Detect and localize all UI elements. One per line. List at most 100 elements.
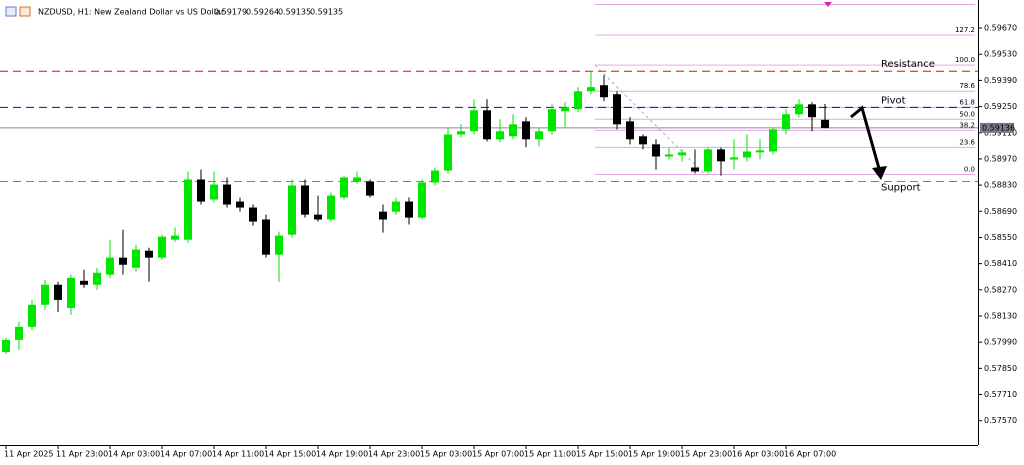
- candle-body: [197, 179, 205, 202]
- candle-body: [431, 170, 439, 183]
- x-tick-label: 14 Apr 11:00: [212, 450, 264, 459]
- icon: [5, 6, 17, 17]
- candle-body: [639, 136, 647, 145]
- x-tick-label: 16 Apr 07:00: [784, 450, 836, 459]
- x-tick-label: 11 Apr 2025: [4, 450, 53, 459]
- candle-body: [106, 257, 114, 275]
- candle-body: [119, 257, 127, 265]
- y-tick-label: 0.59250: [984, 102, 1017, 111]
- candle-body: [548, 109, 556, 132]
- candle-body: [184, 179, 192, 240]
- candle-body: [678, 152, 686, 156]
- candle-body: [717, 149, 725, 162]
- candle-body: [587, 87, 595, 92]
- arrows: [850, 105, 887, 180]
- candle-body: [275, 235, 283, 255]
- candle-body: [301, 185, 309, 215]
- candle-body: [340, 177, 348, 198]
- candle-body: [821, 119, 829, 129]
- candle-body: [483, 110, 491, 140]
- y-tick-label: 0.58830: [984, 181, 1017, 190]
- x-tick-label: 15 Apr 03:00: [420, 450, 472, 459]
- price-tag-label: 0.59136: [982, 123, 1015, 132]
- candle-body: [392, 201, 400, 212]
- level-label: Support: [881, 183, 921, 194]
- chart-title: NZDUSD, H1: New Zealand Dollar vs US Dol…: [38, 8, 225, 17]
- candle-body: [262, 219, 270, 255]
- candle-body: [522, 121, 530, 140]
- candle-body: [756, 150, 764, 153]
- candle-body: [210, 184, 218, 200]
- y-tick-label: 0.57710: [984, 390, 1017, 399]
- candle-body: [15, 326, 23, 340]
- candle-body: [730, 157, 738, 160]
- candle-body: [67, 277, 75, 308]
- candle-body: [418, 182, 426, 218]
- x-tick-label: 15 Apr 19:00: [628, 450, 680, 459]
- candle-body: [600, 85, 608, 98]
- x-tick-label: 14 Apr 19:00: [316, 450, 368, 459]
- header-low: 0.59135: [278, 8, 311, 17]
- arrow: [850, 105, 882, 173]
- candle-body: [145, 250, 153, 258]
- header-close: 0.59135: [310, 8, 343, 17]
- candle-body: [288, 185, 296, 235]
- y-tick-label: 0.57990: [984, 338, 1017, 347]
- candle-body: [93, 272, 101, 285]
- y-tick-label: 0.58690: [984, 207, 1017, 216]
- x-tick-label: 15 Apr 15:00: [576, 450, 628, 459]
- x-tick-label: 14 Apr 15:00: [264, 450, 316, 459]
- candle-body: [561, 107, 569, 112]
- candle-body: [444, 134, 452, 171]
- y-tick-label: 0.59390: [984, 76, 1017, 85]
- plot: 0.596700.595300.593900.592500.591100.589…: [0, 24, 1017, 459]
- x-tick-label: 16 Apr 03:00: [732, 450, 784, 459]
- y-tick-label: 0.58550: [984, 233, 1017, 242]
- header-open: 0.59179: [214, 8, 247, 17]
- y-tick-label: 0.59530: [984, 50, 1017, 59]
- x-tick-label: 14 Apr 03:00: [108, 450, 160, 459]
- header: NZDUSD, H1: New Zealand Dollar vs US Dol…: [5, 6, 343, 17]
- candle-body: [171, 235, 179, 240]
- marker: [824, 2, 832, 7]
- candle-body: [41, 284, 49, 305]
- candle-body: [652, 144, 660, 157]
- candle-body: [509, 124, 517, 137]
- x-tick-label: 11 Apr 23:00: [56, 450, 108, 459]
- arrow-head: [872, 166, 887, 180]
- candle-body: [158, 236, 166, 258]
- level-label: Pivot: [881, 95, 906, 106]
- fib-label: 38.2: [959, 121, 975, 129]
- candle-body: [782, 114, 790, 130]
- candle-body: [704, 149, 712, 172]
- candle-body: [457, 131, 465, 135]
- candle-body: [314, 214, 322, 220]
- candle-body: [626, 121, 634, 140]
- y-tick-label: 0.58970: [984, 154, 1017, 163]
- candle-body: [743, 151, 751, 158]
- fib-label: 127.2: [955, 26, 975, 34]
- candle-body: [496, 131, 504, 140]
- icon: [19, 6, 31, 17]
- y-tick-label: 0.58410: [984, 259, 1017, 268]
- candle-body: [613, 94, 621, 125]
- y-tick-label: 0.58130: [984, 311, 1017, 320]
- candle-body: [379, 211, 387, 220]
- candle-body: [353, 177, 361, 182]
- fib-trendline: [594, 64, 706, 175]
- candle-body: [236, 201, 244, 208]
- fib-label: 50.0: [959, 110, 975, 118]
- candle-body: [808, 104, 816, 118]
- candle-body: [405, 201, 413, 218]
- y-tick-label: 0.57850: [984, 364, 1017, 373]
- candle-body: [535, 131, 543, 140]
- candle-body: [249, 207, 257, 222]
- candle-body: [769, 129, 777, 152]
- candle-body: [665, 154, 673, 157]
- fib-label: 0.0: [964, 165, 975, 173]
- candle-body: [28, 304, 36, 327]
- candle-body: [2, 339, 10, 353]
- candle-body: [80, 280, 88, 285]
- candle-body: [691, 167, 699, 172]
